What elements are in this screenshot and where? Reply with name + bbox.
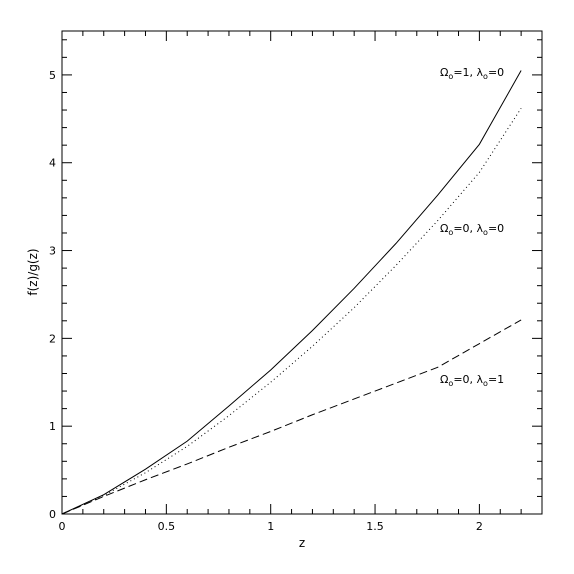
y-axis-label: f(z)/g(z) <box>26 248 40 295</box>
y-tick-label: 1 <box>49 420 56 433</box>
x-tick-label: 0.5 <box>158 520 176 533</box>
x-tick-label: 1.5 <box>366 520 384 533</box>
series-line-solid <box>61 70 522 515</box>
y-tick-label: 4 <box>49 157 56 170</box>
series-label-solid: Ωo=1, λo=0 <box>440 66 504 81</box>
y-tick-label: 5 <box>49 69 56 82</box>
series-label-dashed: Ωo=0, λo=1 <box>440 373 504 388</box>
y-tick-label: 2 <box>49 332 56 345</box>
x-tick-label: 0 <box>59 520 66 533</box>
x-tick-label: 2 <box>476 520 483 533</box>
tick-labels: 0 0.5 1 1.5 2 0 1 2 3 4 5 <box>49 69 483 533</box>
series-lines <box>61 70 522 515</box>
series-line-dashed <box>61 319 522 515</box>
x-axis-label: z <box>299 536 305 550</box>
y-tick-label: 3 <box>49 245 56 258</box>
series-label-dotted: Ωo=0, λo=0 <box>440 222 504 237</box>
x-tick-label: 1 <box>267 520 274 533</box>
plot-frame <box>61 30 543 515</box>
series-line-dotted <box>61 108 522 515</box>
y-tick-label: 0 <box>49 508 56 521</box>
tick-marks <box>61 31 543 515</box>
